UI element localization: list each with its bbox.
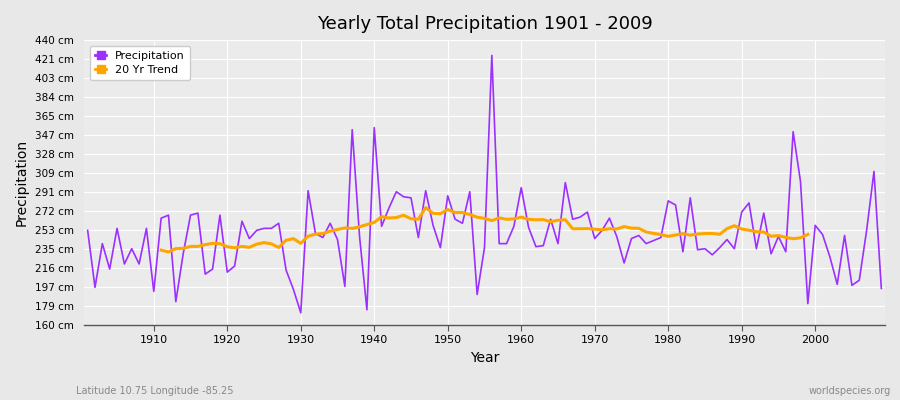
Y-axis label: Precipitation: Precipitation	[15, 139, 29, 226]
Text: Latitude 10.75 Longitude -85.25: Latitude 10.75 Longitude -85.25	[76, 386, 234, 396]
Title: Yearly Total Precipitation 1901 - 2009: Yearly Total Precipitation 1901 - 2009	[317, 15, 652, 33]
Text: worldspecies.org: worldspecies.org	[809, 386, 891, 396]
Legend: Precipitation, 20 Yr Trend: Precipitation, 20 Yr Trend	[89, 46, 191, 80]
X-axis label: Year: Year	[470, 351, 500, 365]
